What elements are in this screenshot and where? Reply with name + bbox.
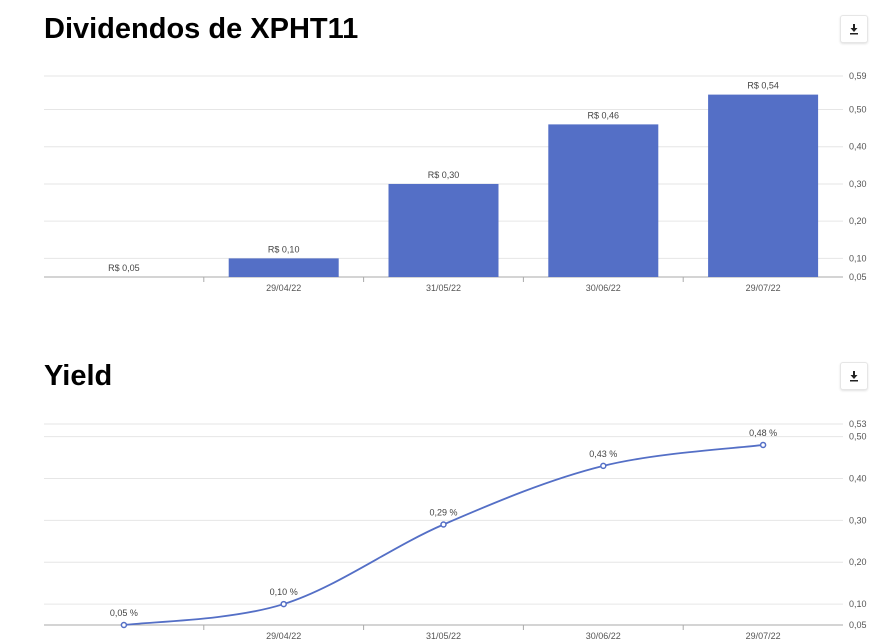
y-tick-label: 0,05 — [849, 620, 867, 630]
y-tick-label: 0,20 — [849, 557, 867, 567]
y-tick-label: 0,30 — [849, 179, 867, 189]
data-label: 0,43 % — [589, 449, 617, 459]
y-tick-label: 0,10 — [849, 253, 867, 263]
bar — [388, 183, 499, 277]
y-tick-label: 0,50 — [849, 432, 867, 442]
chart-title-dividends: Dividendos de XPHT11 — [44, 13, 359, 45]
data-label: 0,10 % — [270, 587, 298, 597]
y-tick-label: 0,50 — [849, 105, 867, 115]
x-tick-label: 30/06/22 — [586, 283, 621, 293]
download-button-yield[interactable] — [840, 362, 868, 390]
data-point — [600, 462, 607, 470]
data-label: 0,48 % — [749, 428, 777, 438]
bar — [548, 124, 659, 277]
data-point — [280, 600, 287, 608]
data-point — [120, 621, 128, 629]
data-label: R$ 0,46 — [588, 110, 620, 120]
bar — [228, 258, 339, 277]
y-tick-label: 0,10 — [849, 599, 867, 609]
y-tick-label: 0,20 — [849, 216, 867, 226]
data-point — [759, 441, 767, 449]
series-line — [123, 444, 764, 626]
x-tick-label: 30/06/22 — [586, 631, 621, 641]
data-label: R$ 0,05 — [108, 263, 140, 273]
y-tick-label: 0,40 — [849, 142, 867, 152]
chart-title-yield: Yield — [44, 360, 113, 392]
data-label: R$ 0,54 — [747, 81, 779, 91]
download-icon — [850, 371, 858, 382]
data-label: 0,29 % — [429, 508, 457, 518]
data-label: R$ 0,10 — [268, 244, 300, 254]
y-tick-label: 0,40 — [849, 473, 867, 483]
x-tick-label: 29/04/22 — [266, 631, 301, 641]
bar — [708, 94, 819, 277]
data-point — [440, 521, 447, 528]
data-label: 0,05 % — [110, 608, 138, 618]
y-tick-label: 0,59 — [849, 71, 867, 81]
dividends-bar-chart: 0,05 0,10 0,20 0,30 0,40 0,50 0,59 R$ 0,05 R$ 0,… — [44, 71, 867, 293]
data-label: R$ 0,30 — [428, 170, 460, 180]
download-button-dividends[interactable] — [840, 15, 868, 43]
x-tick-label: 29/07/22 — [746, 283, 781, 293]
y-tick-label: 0,53 — [849, 419, 867, 429]
download-icon — [850, 24, 858, 35]
x-tick-label: 29/04/22 — [266, 283, 301, 293]
x-tick-label: 31/05/22 — [426, 631, 461, 641]
y-tick-label: 0,05 — [849, 272, 867, 282]
x-tick-label: 31/05/22 — [426, 283, 461, 293]
y-tick-label: 0,30 — [849, 515, 867, 525]
x-tick-label: 29/07/22 — [746, 631, 781, 641]
